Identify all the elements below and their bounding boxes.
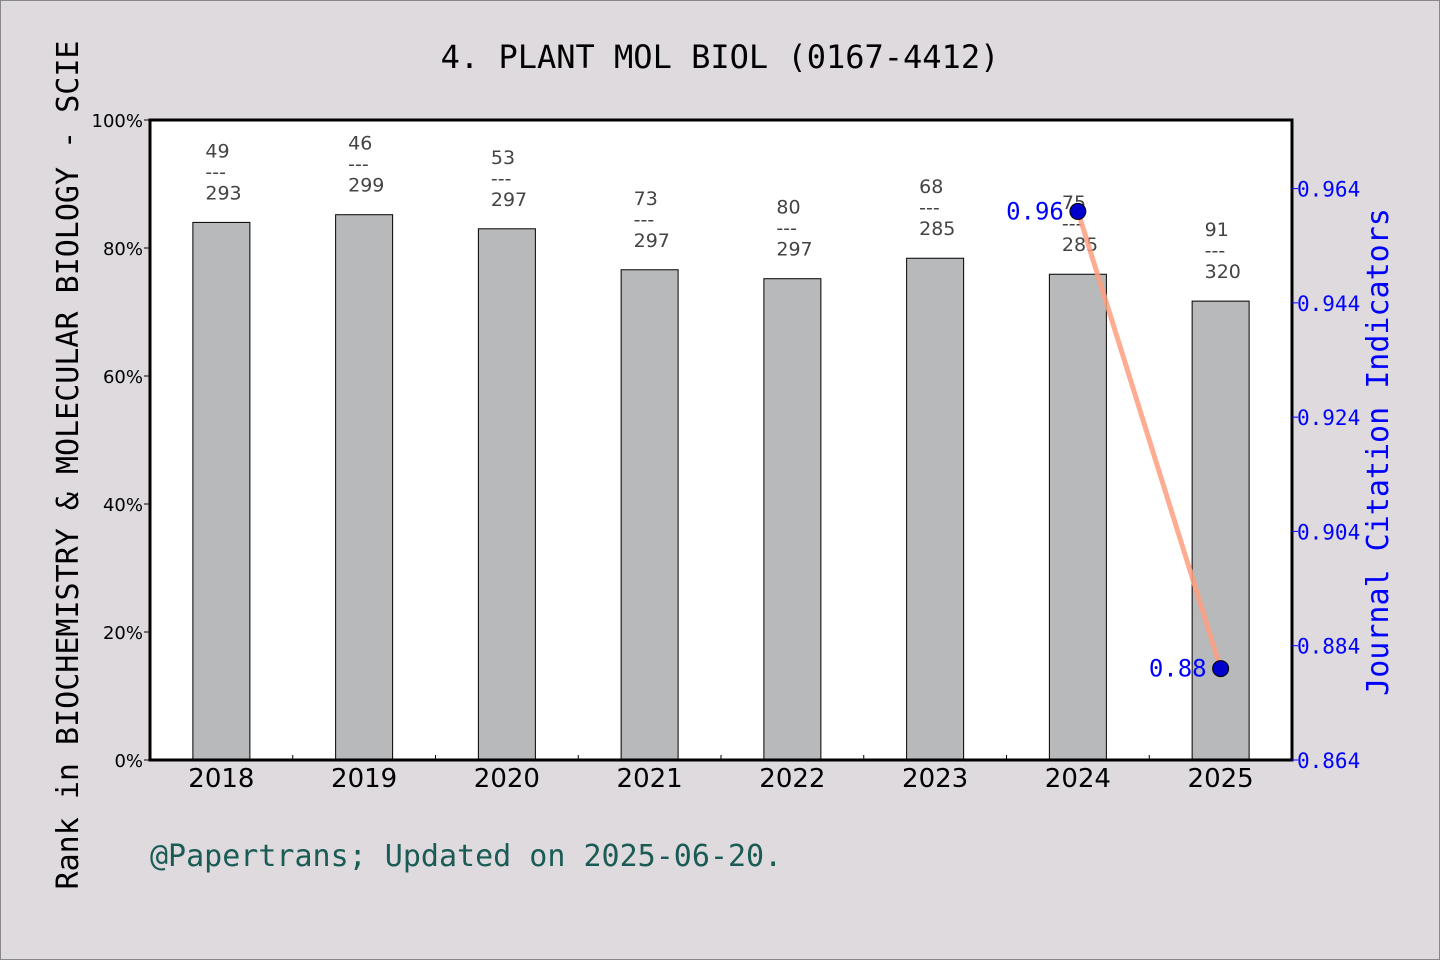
y-tick-label: 100% xyxy=(92,111,143,132)
chart-title: 4. PLANT MOL BIOL (0167-4412) xyxy=(441,38,1000,76)
y2-tick-label: 0.864 xyxy=(1297,749,1360,773)
total-label: 297 xyxy=(634,230,670,252)
jci-value-label: 0.96 xyxy=(1006,197,1064,225)
total-label: 293 xyxy=(205,182,241,204)
separator-label: --- xyxy=(348,154,369,176)
x-tick-label: 2020 xyxy=(474,764,540,794)
rank-label: 73 xyxy=(634,188,658,210)
y2-tick-label: 0.884 xyxy=(1297,635,1360,659)
rank-label: 68 xyxy=(919,176,943,198)
y-tick-label: 20% xyxy=(103,623,143,644)
separator-label: --- xyxy=(919,197,940,219)
rank-label: 91 xyxy=(1205,219,1229,241)
total-label: 299 xyxy=(348,175,384,197)
y-tick-label: 40% xyxy=(103,495,143,516)
x-tick-label: 2021 xyxy=(617,764,683,794)
jci-value-label: 0.88 xyxy=(1149,655,1207,683)
jci-point-2024 xyxy=(1069,202,1087,220)
bar-2019 xyxy=(335,214,394,761)
y2-tick-label: 0.964 xyxy=(1297,178,1360,202)
plot-area xyxy=(150,120,1292,760)
rank-label: 46 xyxy=(348,133,372,155)
x-tick-label: 2024 xyxy=(1045,764,1111,794)
x-tick-label: 2022 xyxy=(759,764,825,794)
total-label: 285 xyxy=(919,218,955,240)
bar-2021 xyxy=(620,269,679,761)
separator-label: --- xyxy=(205,161,226,183)
bar-2023 xyxy=(906,257,965,761)
y-tick-label: 80% xyxy=(103,239,143,260)
rank-label: 80 xyxy=(776,197,800,219)
rank-label: 53 xyxy=(491,147,515,169)
x-tick-label: 2023 xyxy=(902,764,968,794)
bar-2020 xyxy=(477,228,536,761)
y-tick-label: 0% xyxy=(114,751,143,772)
rank-label: 49 xyxy=(205,140,229,162)
footer-credit: @Papertrans; Updated on 2025-06-20. xyxy=(150,839,782,874)
y2-tick-label: 0.924 xyxy=(1297,406,1360,430)
jci-line xyxy=(1075,210,1224,670)
separator-label: --- xyxy=(776,218,797,240)
separator-label: --- xyxy=(1205,240,1226,262)
y2-tick-label: 0.904 xyxy=(1297,520,1360,544)
jci-point-2025 xyxy=(1212,660,1230,678)
x-tick-label: 2018 xyxy=(188,764,254,794)
y-axis-label: Rank in BIOCHEMISTRY & MOLECULAR BIOLOGY… xyxy=(51,41,86,890)
total-label: 297 xyxy=(776,239,812,261)
bar-2024 xyxy=(1048,273,1107,761)
total-label: 297 xyxy=(491,189,527,211)
x-tick-label: 2019 xyxy=(331,764,397,794)
y2-axis-label: Journal Citation Indicators xyxy=(1361,208,1396,696)
bar-2018 xyxy=(192,221,251,761)
bar-2022 xyxy=(763,278,822,761)
total-label: 320 xyxy=(1205,261,1241,283)
y2-tick-label: 0.944 xyxy=(1297,292,1360,316)
bar-2025 xyxy=(1191,300,1250,761)
x-tick-label: 2025 xyxy=(1188,764,1254,794)
y-tick-label: 60% xyxy=(103,367,143,388)
separator-label: --- xyxy=(491,168,512,190)
separator-label: --- xyxy=(634,209,655,231)
